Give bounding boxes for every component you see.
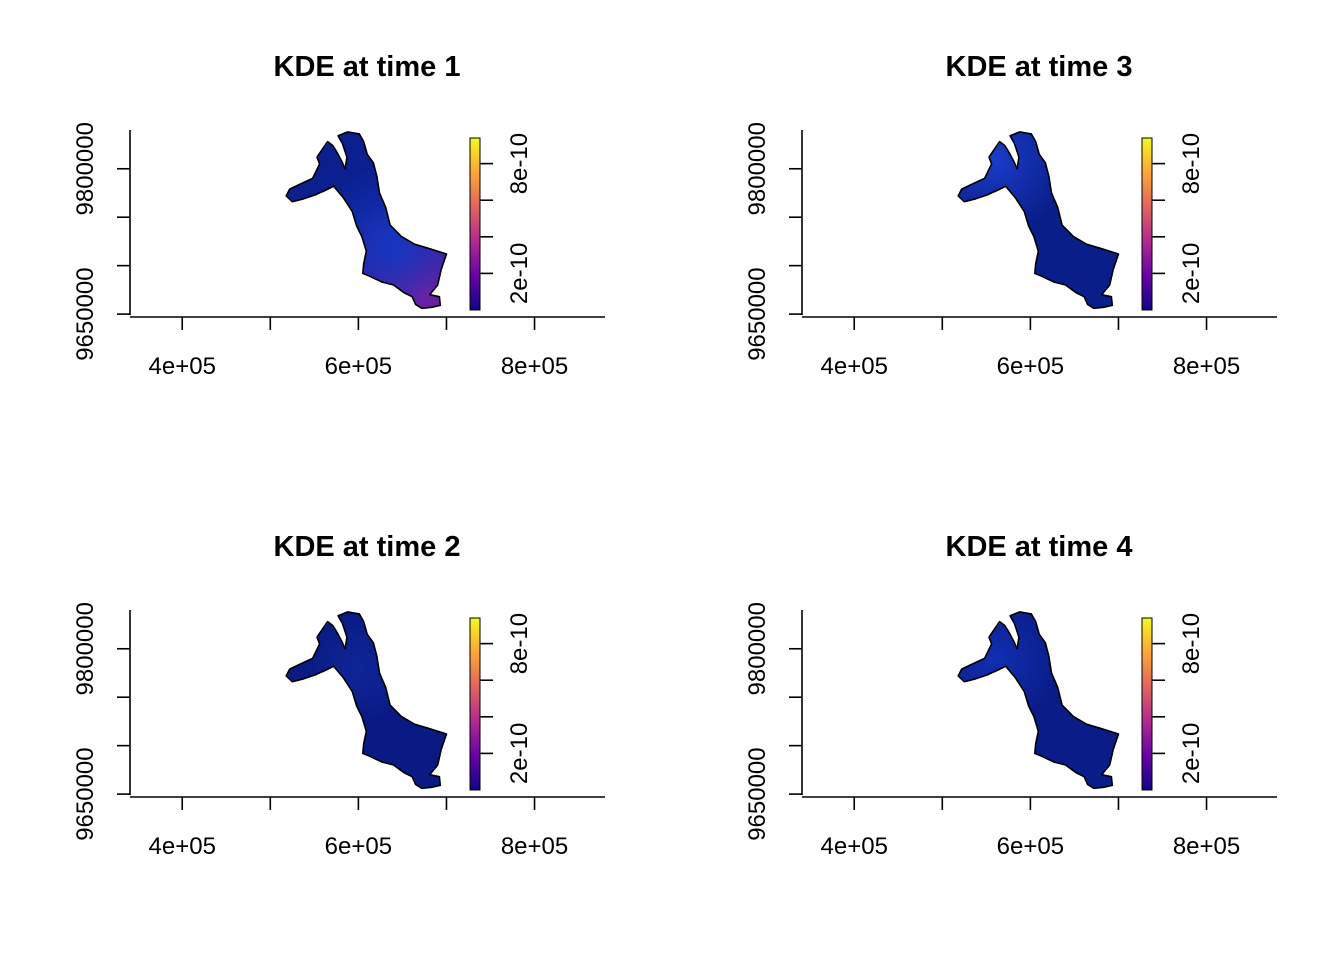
panel-title: KDE at time 3 <box>946 51 1133 83</box>
x-tick-label: 6e+05 <box>325 833 392 860</box>
panel-title: KDE at time 2 <box>274 531 461 563</box>
legend-colorbar <box>469 137 481 311</box>
kde-panel-4: KDE at time 4 4e+05 6e+05 8e+05 9650000 98000… <box>744 531 1277 860</box>
y-tick-label: 9650000 <box>72 747 99 840</box>
x-tick-label: 6e+05 <box>997 833 1064 860</box>
legend-tick-label: 8e-10 <box>506 133 533 194</box>
density-surface <box>958 611 1119 789</box>
legend-tick-label: 2e-10 <box>1178 243 1205 304</box>
x-tick-label: 4e+05 <box>149 353 216 380</box>
density-surface <box>286 611 447 789</box>
region-outline <box>957 611 1120 790</box>
x-tick-label: 4e+05 <box>821 833 888 860</box>
kde-panel-2: KDE at time 3 4e+05 6e+05 8e+05 9650000 98000… <box>744 51 1277 380</box>
legend-colorbar <box>1141 617 1153 791</box>
legend-tick-label: 8e-10 <box>1178 133 1205 194</box>
legend-tick-label: 8e-10 <box>1178 613 1205 674</box>
x-tick-label: 4e+05 <box>149 833 216 860</box>
x-tick-label: 8e+05 <box>501 833 568 860</box>
legend-tick-label: 2e-10 <box>506 723 533 784</box>
region-outline <box>285 131 448 310</box>
panel-title: KDE at time 1 <box>274 51 461 83</box>
legend-colorbar <box>1141 137 1153 311</box>
y-tick-label: 9800000 <box>72 602 99 695</box>
x-tick-label: 6e+05 <box>325 353 392 380</box>
region-outline <box>285 611 448 790</box>
legend-tick-label: 2e-10 <box>1178 723 1205 784</box>
legend-colorbar <box>469 617 481 791</box>
panel-title: KDE at time 4 <box>946 531 1133 563</box>
density-surface <box>286 131 447 309</box>
y-tick-label: 9800000 <box>72 122 99 215</box>
x-tick-label: 4e+05 <box>821 353 888 380</box>
y-tick-label: 9650000 <box>744 747 771 840</box>
region-outline <box>957 131 1120 310</box>
kde-panel-1: KDE at time 1 4e+05 6e+05 8e+05 9650000 98000… <box>72 51 605 380</box>
density-surface <box>958 131 1119 309</box>
legend-tick-label: 2e-10 <box>506 243 533 304</box>
x-tick-label: 6e+05 <box>997 353 1064 380</box>
x-tick-label: 8e+05 <box>501 353 568 380</box>
x-tick-label: 8e+05 <box>1173 833 1240 860</box>
y-tick-label: 9800000 <box>744 602 771 695</box>
kde-panel-3: KDE at time 2 4e+05 6e+05 8e+05 9650000 98000… <box>72 531 605 860</box>
x-tick-label: 8e+05 <box>1173 353 1240 380</box>
legend-tick-label: 8e-10 <box>506 613 533 674</box>
y-tick-label: 9650000 <box>744 267 771 360</box>
y-tick-label: 9650000 <box>72 267 99 360</box>
y-tick-label: 9800000 <box>744 122 771 215</box>
